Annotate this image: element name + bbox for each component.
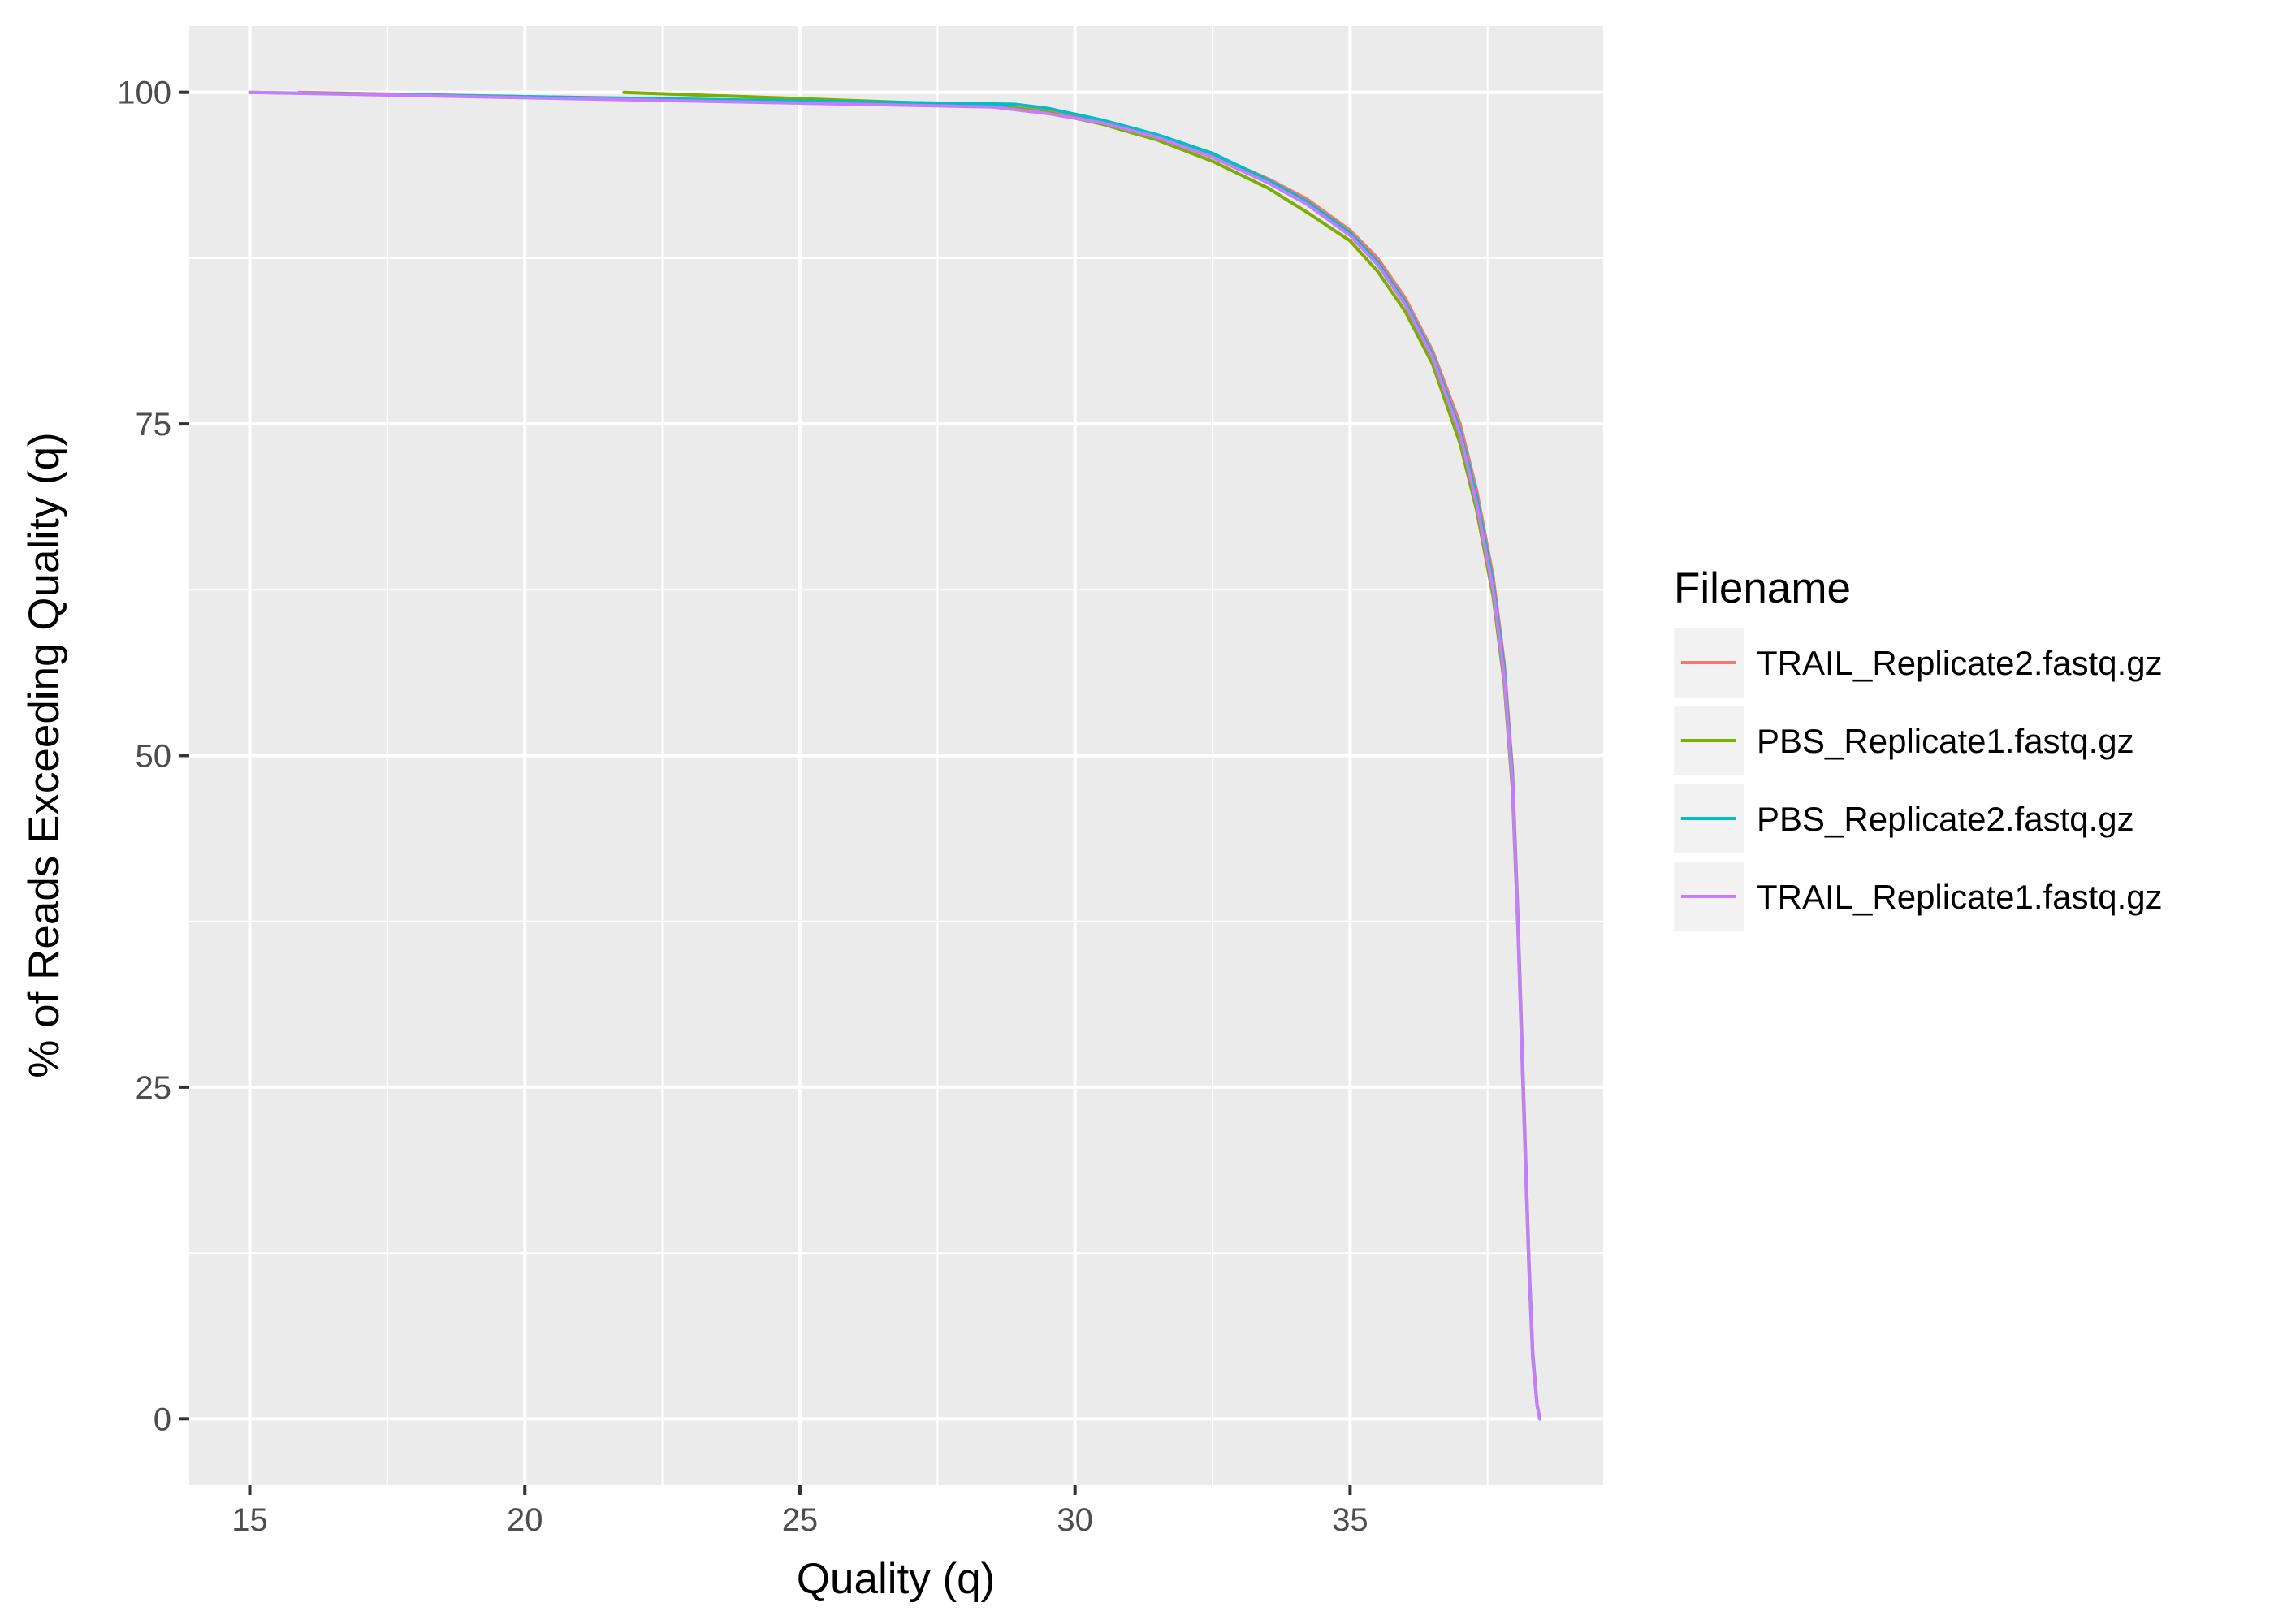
major-gridlines (189, 26, 1603, 1485)
legend-label: PBS_Replicate1.fastq.gz (1757, 722, 2134, 760)
x-tick-label: 35 (1332, 1502, 1368, 1538)
legend: Filename TRAIL_Replicate2.fastq.gz PBS_Re… (1674, 564, 2163, 931)
y-tick-label: 25 (136, 1070, 172, 1106)
tick-labels: 15 20 25 30 35 0 25 50 75 100 (117, 76, 1368, 1538)
x-axis-title: Quality (q) (797, 1555, 995, 1603)
y-tick-label: 50 (136, 739, 172, 775)
legend-label: TRAIL_Replicate2.fastq.gz (1757, 644, 2163, 682)
legend-title: Filename (1674, 564, 1851, 612)
y-tick-label: 75 (136, 407, 172, 443)
y-tick-label: 100 (117, 76, 171, 111)
y-axis-title: % of Reads Exceeding Quality (q) (20, 432, 68, 1078)
legend-label: PBS_Replicate2.fastq.gz (1757, 800, 2134, 838)
axis-ticks (179, 90, 1352, 1495)
x-tick-label: 15 (231, 1502, 268, 1538)
y-tick-label: 0 (153, 1402, 171, 1437)
series-line-4 (248, 90, 1542, 1421)
legend-label: TRAIL_Replicate1.fastq.gz (1757, 878, 2163, 916)
x-tick-label: 25 (782, 1502, 819, 1538)
series-lines (248, 90, 1542, 1421)
x-tick-label: 20 (507, 1502, 543, 1538)
legend-keys: TRAIL_Replicate2.fastq.gz PBS_Replicate1.… (1674, 628, 2163, 931)
x-tick-label: 30 (1057, 1502, 1093, 1538)
